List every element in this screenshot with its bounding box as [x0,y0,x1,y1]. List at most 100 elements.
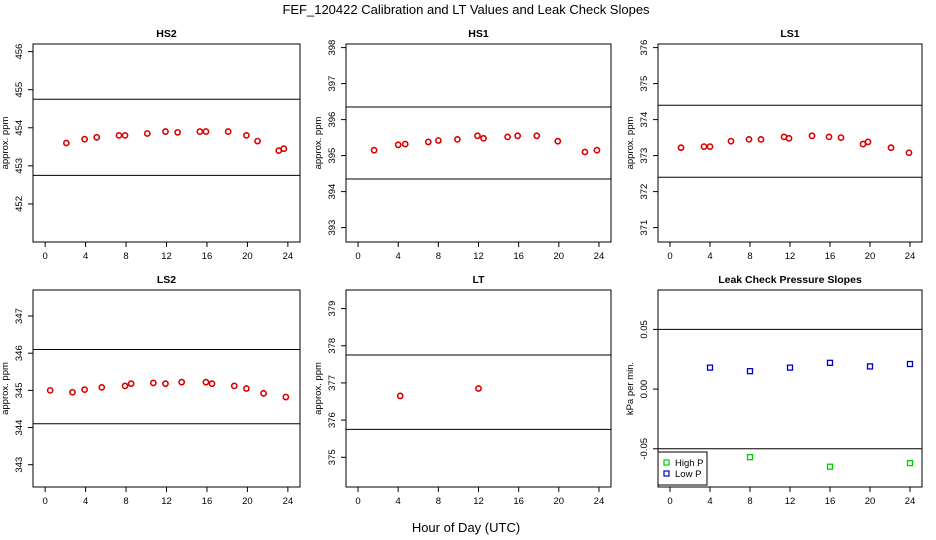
data-point [474,132,481,140]
data-point [178,378,186,386]
data-point [401,140,409,148]
data-point [280,145,288,153]
data-point [370,146,378,154]
x-tick-label: 0 [42,251,47,262]
x-tick-label: 0 [355,251,360,262]
x-tick-label: 4 [83,251,88,262]
x-tick-label: 16 [202,251,213,262]
y-tick-label: 344 [14,420,25,436]
legend-label: Low P [675,469,701,480]
data-point [554,137,562,145]
y-tick-label: 0.05 [639,320,650,339]
panel-title: HS2 [156,28,177,40]
y-tick-label: 376 [639,40,650,56]
x-tick-label: 16 [513,251,524,262]
x-tick-label: 20 [242,251,253,262]
data-point-high-p [826,463,834,470]
data-point-high-p [906,459,914,467]
x-tick-label: 20 [554,496,565,507]
y-tick-label: 396 [327,112,338,128]
y-tick-label: 346 [14,345,25,361]
y-tick-label: -0.05 [639,438,650,460]
data-point [475,385,482,392]
data-point [162,380,169,388]
data-point [143,130,151,137]
x-tick-label: 24 [283,496,294,507]
data-point [514,132,522,140]
y-tick-label: 375 [327,449,338,465]
data-point [127,380,135,388]
data-point [98,383,106,391]
y-axis-label: approx. ppm [0,117,11,170]
x-tick-label: 4 [707,496,712,507]
x-tick-label: 12 [473,496,484,507]
y-tick-label: 379 [327,301,338,317]
data-point [434,137,442,144]
data-point [224,128,232,135]
y-tick-label: 345 [14,382,25,398]
y-tick-label: 347 [14,308,25,324]
data-point [208,380,216,388]
plot-frame [657,43,923,243]
data-point [260,389,267,397]
panel-title: LS1 [780,28,799,40]
x-tick-label: 8 [123,496,128,507]
data-point [454,135,461,143]
y-tick-label: 453 [14,158,25,174]
y-tick-label: 397 [327,76,338,92]
y-axis-label: approx. ppm [625,117,636,170]
y-tick-label: 378 [327,338,338,354]
y-tick-label: 372 [639,184,650,200]
data-point-low-p [786,364,794,371]
x-tick-label: 16 [202,496,213,507]
data-point [706,143,714,150]
x-tick-label: 4 [396,496,401,507]
panel-hs1: HS1 approx. ppm 0 4 8 12 16 20 24 393 394 395 396 397… [313,28,612,262]
data-point [121,382,129,390]
legend-box [657,451,708,486]
x-tick-label: 16 [825,251,836,262]
y-tick-label: 375 [639,76,650,92]
y-tick-label: 454 [14,120,25,136]
data-point [46,386,54,394]
y-tick-label: 394 [327,184,338,200]
data-point [254,137,261,145]
data-point [202,128,210,135]
data-point [396,392,404,400]
y-axis-label: approx. ppm [0,362,11,415]
x-tick-label: 16 [825,496,836,507]
data-point [745,135,753,143]
data-point [115,131,123,139]
y-tick-label: 393 [327,220,338,236]
panel-hs2: HS2 approx. ppm 0 4 8 12 16 20 24 452 453 454 455 456 [0,28,301,262]
x-tick-label: 8 [436,496,441,507]
data-point-low-p [826,359,834,366]
data-point [504,133,512,141]
data-point [81,135,88,143]
y-tick-label: 398 [327,40,338,56]
x-tick-label: 8 [747,496,752,507]
plot-frame [345,43,612,243]
x-tick-label: 0 [667,251,672,262]
data-point [424,138,432,146]
x-tick-label: 0 [355,496,360,507]
y-tick-label: 343 [14,457,25,473]
panel-ls1: LS1 approx. ppm 0 4 8 12 16 20 24 371 372 373 374 375… [625,28,923,262]
x-tick-label: 4 [83,496,88,507]
x-tick-label: 12 [161,496,172,507]
data-point [174,128,182,136]
y-tick-label: 0.00 [639,380,650,399]
y-tick-label: 452 [14,196,25,212]
legend-marker [663,459,670,466]
y-tick-label: 455 [14,82,25,98]
x-tick-label: 20 [242,496,253,507]
x-tick-label: 20 [865,251,876,262]
x-tick-label: 4 [707,251,712,262]
data-point [394,141,402,149]
x-tick-label: 24 [905,496,916,507]
plot-frame [32,289,301,488]
x-tick-label: 0 [42,496,47,507]
data-point [785,134,793,142]
y-axis-label: approx. ppm [313,362,324,415]
